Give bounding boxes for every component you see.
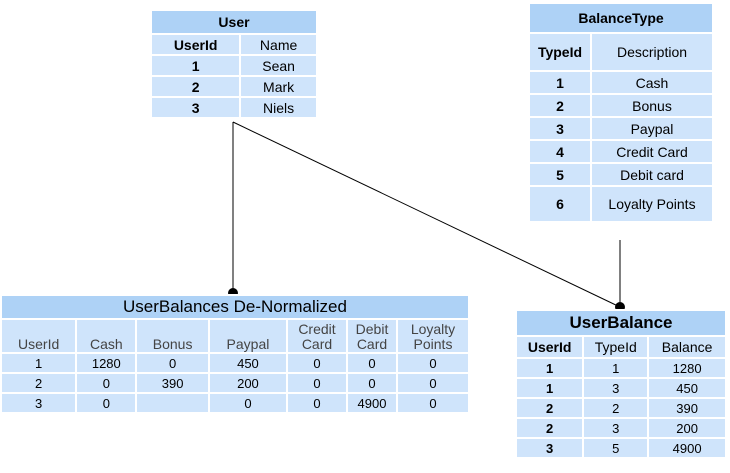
column-header: Credit Card	[288, 320, 346, 352]
table-cell: 5	[584, 439, 648, 457]
table-cell: 4900	[649, 439, 725, 457]
table-cell: 450	[649, 379, 725, 397]
table-cell: 200	[209, 374, 286, 392]
table-row: 2 Bonus	[530, 95, 712, 116]
user-table: User UserId Name 1 Sean 2 Mark 3 Niels	[150, 9, 318, 119]
table-cell: 2	[152, 77, 240, 96]
table-cell: 0	[288, 354, 346, 372]
table-row: 4 Credit Card	[530, 141, 712, 162]
table-cell: 3	[530, 118, 590, 139]
table-cell: 3	[2, 394, 76, 412]
column-header: TypeId	[584, 337, 648, 357]
table-title: User	[152, 11, 316, 33]
table-cell: 3	[152, 98, 240, 117]
table-cell: 2	[584, 399, 648, 417]
table-row: 1 1280 0 450 0 0 0	[2, 354, 468, 372]
column-header: UserId	[2, 320, 76, 352]
table-cell: 0	[398, 354, 468, 372]
table-row: 6 Loyalty Points	[530, 187, 712, 221]
table-title: UserBalances De-Normalized	[2, 296, 468, 318]
table-cell: 0	[348, 374, 396, 392]
table-cell	[137, 394, 208, 412]
table-cell: Cash	[592, 72, 712, 93]
column-header: UserId	[517, 337, 583, 357]
table-cell: 0	[398, 394, 468, 412]
table-title: BalanceType	[530, 4, 712, 32]
column-header: Debit Card	[348, 320, 396, 352]
table-row: 2 2 390	[517, 399, 725, 417]
table-cell: 6	[530, 187, 590, 221]
table-cell: 0	[77, 374, 136, 392]
table-cell: 0	[288, 374, 346, 392]
table-cell: 3	[517, 439, 583, 457]
column-header: UserId	[152, 35, 240, 54]
table-cell: 2	[530, 95, 590, 116]
table-cell: Loyalty Points	[592, 187, 712, 221]
table-cell: 0	[137, 354, 208, 372]
balancetype-table: BalanceType TypeId Description 1 Cash 2 …	[528, 2, 714, 223]
table-row: 5 Debit card	[530, 164, 712, 185]
table-cell: 200	[649, 419, 725, 437]
table-cell: 1	[584, 359, 648, 377]
table-cell: 1	[152, 56, 240, 75]
column-header: Loyalty Points	[398, 320, 468, 352]
column-header: Paypal	[209, 320, 286, 352]
userbalance-table: UserBalance UserId TypeId Balance 1 1 12…	[515, 309, 727, 459]
table-row: 2 Mark	[152, 77, 316, 96]
table-cell: Sean	[241, 56, 316, 75]
table-cell: Credit Card	[592, 141, 712, 162]
table-cell: 1	[530, 72, 590, 93]
table-row: 1 Sean	[152, 56, 316, 75]
table-cell: 390	[137, 374, 208, 392]
table-cell: 2	[517, 419, 583, 437]
table-cell: Mark	[241, 77, 316, 96]
column-header: Description	[592, 34, 712, 70]
table-cell: 1	[2, 354, 76, 372]
table-cell: 1280	[77, 354, 136, 372]
table-row: 1 3 450	[517, 379, 725, 397]
table-row: 2 3 200	[517, 419, 725, 437]
table-cell: 1	[517, 359, 583, 377]
column-header: TypeId	[530, 34, 590, 70]
table-row: 3 Niels	[152, 98, 316, 117]
denormalized-table: UserBalances De-Normalized UserId Cash B…	[0, 294, 470, 414]
table-cell: 450	[209, 354, 286, 372]
table-row: 3 0 0 0 4900 0	[2, 394, 468, 412]
table-cell: 0	[348, 354, 396, 372]
user-to-userbalance-line	[232, 121, 621, 308]
table-cell: Debit card	[592, 164, 712, 185]
table-cell: 1	[517, 379, 583, 397]
table-row: 3 Paypal	[530, 118, 712, 139]
table-row: 1 Cash	[530, 72, 712, 93]
table-cell: 0	[77, 394, 136, 412]
column-header: Balance	[649, 337, 725, 357]
table-cell: 1280	[649, 359, 725, 377]
column-header: Bonus	[137, 320, 208, 352]
table-cell: 2	[2, 374, 76, 392]
table-cell: Bonus	[592, 95, 712, 116]
table-row: 1 1 1280	[517, 359, 725, 377]
table-cell: 4900	[348, 394, 396, 412]
table-cell: 0	[209, 394, 286, 412]
table-cell: 3	[584, 379, 648, 397]
table-row: 2 0 390 200 0 0 0	[2, 374, 468, 392]
table-title: UserBalance	[517, 311, 725, 335]
column-header: Name	[241, 35, 316, 54]
column-header: Cash	[77, 320, 136, 352]
table-cell: 3	[584, 419, 648, 437]
table-cell: 390	[649, 399, 725, 417]
table-row: 3 5 4900	[517, 439, 725, 457]
table-cell: 4	[530, 141, 590, 162]
table-cell: 0	[288, 394, 346, 412]
table-cell: Paypal	[592, 118, 712, 139]
table-cell: 2	[517, 399, 583, 417]
table-cell: Niels	[241, 98, 316, 117]
table-cell: 5	[530, 164, 590, 185]
table-cell: 0	[398, 374, 468, 392]
